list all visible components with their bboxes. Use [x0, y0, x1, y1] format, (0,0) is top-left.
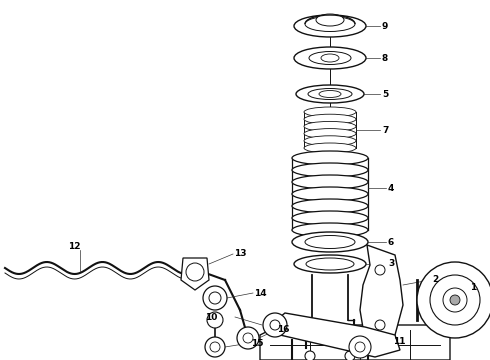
Circle shape [209, 292, 221, 304]
Text: 3: 3 [388, 260, 394, 269]
Ellipse shape [305, 235, 355, 248]
Circle shape [243, 333, 253, 343]
Ellipse shape [292, 187, 368, 201]
Text: 12: 12 [68, 242, 80, 251]
Text: 13: 13 [234, 249, 246, 258]
Text: 5: 5 [382, 90, 388, 99]
Circle shape [375, 320, 385, 330]
Text: 10: 10 [205, 312, 218, 321]
Ellipse shape [292, 175, 368, 189]
Text: 14: 14 [254, 288, 267, 297]
Ellipse shape [304, 107, 356, 117]
Text: 4: 4 [388, 184, 394, 193]
Circle shape [270, 320, 280, 330]
Ellipse shape [296, 85, 364, 103]
Ellipse shape [292, 163, 368, 177]
Circle shape [237, 327, 259, 349]
Text: 9: 9 [382, 22, 389, 31]
Ellipse shape [292, 223, 368, 237]
Ellipse shape [306, 258, 354, 270]
Text: 1: 1 [470, 284, 476, 292]
Ellipse shape [316, 14, 344, 26]
Ellipse shape [292, 151, 368, 165]
Ellipse shape [309, 51, 351, 64]
Circle shape [186, 263, 204, 281]
Ellipse shape [305, 17, 355, 32]
Circle shape [210, 342, 220, 352]
Text: 2: 2 [432, 275, 438, 284]
Text: 8: 8 [382, 54, 388, 63]
Text: 11: 11 [393, 338, 406, 346]
Ellipse shape [304, 143, 356, 153]
Circle shape [450, 295, 460, 305]
Ellipse shape [304, 114, 356, 124]
Ellipse shape [292, 199, 368, 213]
Ellipse shape [292, 232, 368, 252]
Circle shape [203, 286, 227, 310]
Text: 6: 6 [388, 238, 394, 247]
Circle shape [349, 336, 371, 358]
Circle shape [355, 342, 365, 352]
Circle shape [345, 351, 355, 360]
Ellipse shape [319, 90, 341, 98]
Ellipse shape [308, 89, 352, 99]
Ellipse shape [292, 211, 368, 225]
Ellipse shape [294, 15, 366, 37]
Ellipse shape [294, 47, 366, 69]
Circle shape [443, 288, 467, 312]
Circle shape [207, 312, 223, 328]
Circle shape [430, 275, 480, 325]
Ellipse shape [304, 121, 356, 131]
Text: 15: 15 [251, 338, 264, 347]
Circle shape [375, 265, 385, 275]
Circle shape [263, 313, 287, 337]
Text: 16: 16 [277, 325, 290, 334]
Ellipse shape [294, 255, 366, 273]
Ellipse shape [321, 54, 339, 62]
Polygon shape [270, 313, 400, 357]
Polygon shape [360, 245, 403, 350]
Polygon shape [260, 325, 450, 360]
Polygon shape [181, 258, 209, 290]
Text: 7: 7 [382, 126, 389, 135]
Circle shape [205, 337, 225, 357]
Ellipse shape [304, 136, 356, 146]
Circle shape [417, 262, 490, 338]
Ellipse shape [304, 129, 356, 139]
Circle shape [305, 351, 315, 360]
